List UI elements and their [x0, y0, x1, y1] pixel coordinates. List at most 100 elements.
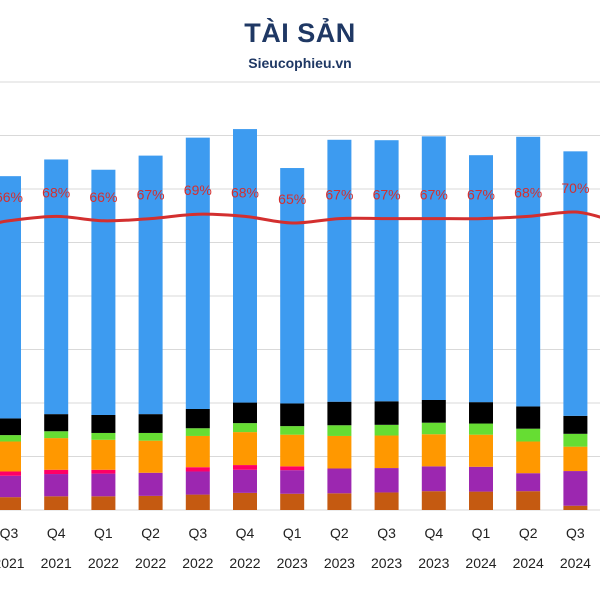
bar-segment	[280, 403, 305, 427]
bars	[0, 129, 588, 510]
bar-segment	[91, 473, 116, 497]
bar-segment	[516, 428, 541, 442]
data-labels: 66% 68% 66% 67% 69% 68% 65% 67% 67% 67% 67% 68% 70%	[0, 180, 589, 207]
x-tick-year: 2023	[418, 555, 449, 571]
x-tick-quarter: Q4	[236, 525, 255, 541]
bar-segment	[280, 493, 305, 510]
bar-segment	[233, 129, 257, 403]
bar-segment	[185, 408, 210, 429]
bar-segment	[0, 176, 21, 419]
bar-segment	[469, 434, 493, 467]
ratio-line-layer	[0, 210, 600, 225]
percent-label: 67%	[420, 187, 448, 203]
bar-segment	[516, 441, 541, 474]
x-tick-year: 2024	[513, 555, 544, 571]
bar-segment	[233, 465, 257, 470]
bar-segment	[91, 496, 116, 510]
x-tick-quarter: Q4	[47, 525, 66, 541]
x-tick-quarter: Q3	[188, 525, 207, 541]
bar-segment	[469, 466, 493, 492]
bar-segment	[91, 414, 116, 433]
bar-segment	[185, 137, 210, 409]
percent-label: 70%	[561, 180, 589, 196]
bar-segment	[374, 424, 399, 436]
chart-subtitle: Sieucophieu.vn	[248, 55, 352, 71]
percent-label: 65%	[278, 191, 306, 207]
bar-segment	[0, 418, 21, 436]
bar-segment	[185, 471, 210, 495]
bar-segment	[0, 435, 21, 442]
x-tick-year: 2021	[0, 555, 25, 571]
bar-segment	[280, 168, 305, 404]
bar-segment	[374, 468, 399, 493]
bar-segment	[563, 415, 588, 434]
bar-segment	[138, 155, 163, 415]
bar-segment	[185, 494, 210, 510]
percent-label: 68%	[231, 184, 259, 200]
bar-segment	[0, 471, 21, 476]
bar-segment	[421, 400, 446, 423]
x-axis-ticks: Q3 2021 Q4 2021 Q1 2022 Q2 2022 Q3 2022 Q4 2022 Q1 20…	[0, 525, 591, 571]
bar-segment	[563, 505, 588, 510]
bar-segment	[185, 428, 210, 436]
percent-label: 66%	[0, 189, 23, 205]
bar-segment	[327, 139, 352, 402]
bar-segment	[44, 431, 69, 439]
bar-segment	[327, 435, 352, 469]
bar-segment	[421, 491, 446, 510]
x-tick-year: 2022	[229, 555, 260, 571]
x-tick-quarter: Q2	[519, 525, 538, 541]
bar-segment	[469, 155, 493, 403]
bar-segment	[327, 425, 352, 436]
bar-segment	[138, 414, 163, 433]
bar-segment	[91, 439, 116, 470]
bar-segment	[563, 151, 588, 416]
x-tick-year: 2024	[560, 555, 591, 571]
bar-segment	[233, 402, 257, 424]
bar-segment	[327, 468, 352, 494]
x-tick-year: 2022	[182, 555, 213, 571]
bar-segment	[44, 159, 69, 415]
bar-segment	[138, 472, 163, 496]
x-tick-quarter: Q2	[330, 525, 349, 541]
x-tick-quarter: Q4	[424, 525, 443, 541]
bar-segment	[374, 435, 399, 469]
bar-segment	[469, 491, 493, 510]
x-tick-quarter: Q1	[283, 525, 302, 541]
bar-segment	[563, 433, 588, 447]
x-tick-year: 2021	[41, 555, 72, 571]
bar-segment	[185, 467, 210, 472]
bar-segment	[280, 426, 305, 435]
bar-segment	[138, 432, 163, 441]
bar-segment	[516, 491, 541, 510]
x-tick-year: 2023	[324, 555, 355, 571]
bar-segment	[44, 496, 69, 510]
bar-segment	[0, 441, 21, 472]
bar-segment	[185, 435, 210, 468]
bar-segment	[563, 471, 588, 506]
percent-label: 68%	[42, 184, 70, 200]
bar-segment	[44, 414, 69, 432]
bar-segment	[469, 423, 493, 435]
percent-label: 66%	[89, 189, 117, 205]
bar-segment	[233, 492, 257, 510]
percent-label: 69%	[184, 182, 212, 198]
percent-label: 67%	[137, 187, 165, 203]
bar-segment	[469, 402, 493, 424]
bar-segment	[374, 492, 399, 510]
bar-segment	[91, 469, 116, 474]
bar-segment	[280, 466, 305, 471]
bar-segment	[44, 474, 69, 497]
x-tick-quarter: Q3	[377, 525, 396, 541]
bar-segment	[91, 169, 116, 415]
bar-segment	[563, 446, 588, 472]
bar-segment	[280, 470, 305, 494]
bar-segment	[0, 475, 21, 498]
bar-segment	[516, 136, 541, 407]
bar-segment	[280, 434, 305, 467]
bar-segment	[516, 406, 541, 429]
percent-label: 68%	[514, 184, 542, 200]
bar-segment	[421, 434, 446, 467]
bar-segment	[233, 469, 257, 493]
